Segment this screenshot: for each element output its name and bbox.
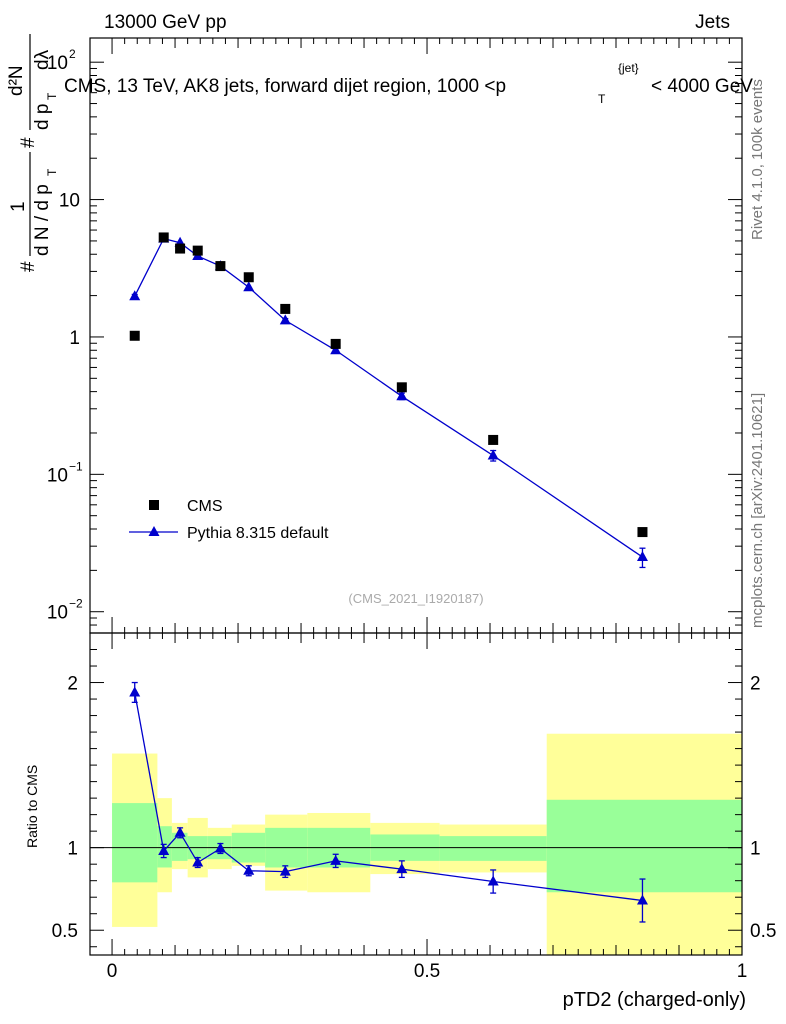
ylabel-dpt-sub: T — [45, 92, 59, 100]
main-ytick-label-3: 10 — [59, 191, 80, 212]
main-mc-point-7 — [330, 344, 342, 355]
ratio-band-inner-0 — [112, 803, 158, 883]
main-ytick-label-4: 10 — [47, 53, 68, 74]
main-cms-point-6 — [280, 303, 291, 314]
ylabel-hash1: # — [18, 261, 39, 272]
xtick-label-0: 0 — [107, 961, 118, 982]
ylabel-dpt: d p — [32, 104, 53, 130]
main-panel — [129, 232, 648, 569]
header-left: 13000 GeV pp — [104, 12, 227, 33]
mcplots-label: mcplots.cern.ch [arXiv:2401.10621] — [749, 393, 766, 628]
legend-cms-marker — [149, 500, 159, 510]
ylabel-dlambda: dλ — [32, 49, 53, 70]
ratio-mc-point-3 — [192, 856, 204, 867]
ratio-ytick-label-right-0: 0.5 — [750, 921, 776, 942]
ratio-mc-point-10 — [636, 894, 648, 905]
main-ytick-exponent-4: 2 — [69, 47, 76, 61]
main-mc-point-0 — [129, 290, 141, 301]
main-mc-point-5 — [243, 281, 255, 292]
main-cms-point-1 — [158, 232, 169, 243]
main-cms-point-0 — [129, 330, 140, 341]
main-cms-point-5 — [243, 272, 254, 283]
ylabel-hash2: # — [18, 137, 39, 148]
ratio-mc-point-9 — [487, 875, 499, 886]
main-mc-point-9 — [487, 449, 499, 460]
main-mc-point-8 — [396, 390, 408, 401]
xtick-label-1: 0.5 — [414, 961, 440, 982]
ratio-mc-point-5 — [243, 864, 255, 875]
main-cms-point-9 — [488, 434, 499, 445]
main-cms-point-10 — [637, 527, 648, 538]
x-axis-label: pTD2 (charged-only) — [563, 989, 746, 1011]
ratio-mc-point-0 — [129, 686, 141, 697]
ylabel-dn-dpt: d N / d p — [32, 184, 53, 256]
main-ytick-label-1: 10 — [47, 465, 68, 486]
main-cms-point-4 — [215, 261, 226, 272]
ratio-ytick-label-left-1: 1 — [67, 839, 78, 860]
legend: CMS Pythia 8.315 default — [129, 498, 329, 542]
ratio-ytick-label-right-1: 1 — [750, 839, 761, 860]
ratio-mc-point-7 — [330, 854, 342, 865]
ylabel-dn-dpt-sub: T — [45, 168, 59, 176]
main-frame — [89, 37, 743, 634]
main-ytick-label-2: 1 — [69, 328, 80, 349]
main-cms-point-3 — [192, 245, 203, 256]
header-right: Jets — [695, 12, 730, 33]
ratio-mc-point-4 — [214, 842, 226, 853]
title-prefix: CMS, 13 TeV, AK8 jets, forward dijet reg… — [64, 76, 506, 97]
main-mc-point-10 — [636, 551, 648, 562]
main-mc-point-6 — [279, 314, 291, 325]
xtick-label-2: 1 — [737, 961, 748, 982]
title-sub: T — [598, 92, 606, 106]
ratio-ytick-label-left-2: 2 — [67, 674, 78, 695]
main-ytick-exponent-1: −1 — [69, 459, 83, 473]
ratio-mc-point-2 — [174, 826, 186, 837]
title-sup: {jet} — [618, 61, 639, 75]
analysis-id-label: (CMS_2021_I1920187) — [348, 591, 483, 606]
ratio-panel — [90, 681, 742, 955]
ratio-band-inner-10 — [546, 799, 742, 893]
ratio-y-axis-label: Ratio to CMS — [24, 765, 40, 848]
ratio-ytick-label-right-2: 2 — [750, 674, 761, 695]
ylabel-d2n: d²N — [6, 65, 27, 96]
legend-cms-label: CMS — [187, 498, 223, 515]
rivet-version-label: Rivet 4.1.0, 100k events — [749, 79, 766, 240]
main-cms-point-8 — [396, 382, 407, 393]
ratio-frame — [89, 632, 743, 956]
ratio-mc-point-6 — [279, 865, 291, 876]
ratio-band-inner-9 — [439, 836, 547, 861]
main-cms-point-7 — [330, 338, 341, 349]
legend-mc-label: Pythia 8.315 default — [187, 525, 329, 542]
main-cms-point-2 — [175, 243, 186, 254]
ratio-mc-point-1 — [158, 844, 170, 855]
ratio-ytick-label-left-0: 0.5 — [52, 921, 78, 942]
main-ytick-exponent-0: −2 — [69, 597, 83, 611]
main-y-axis-label: # 1 d N / d p T # d²N d p T dλ — [6, 34, 59, 272]
main-ytick-label-0: 10 — [47, 603, 68, 624]
ylabel-one: 1 — [8, 201, 29, 212]
title-suffix: < 4000 GeV — [651, 76, 753, 97]
plot-title: CMS, 13 TeV, AK8 jets, forward dijet reg… — [64, 61, 753, 106]
ratio-mc-point-8 — [396, 863, 408, 874]
legend-mc-marker — [148, 526, 160, 536]
